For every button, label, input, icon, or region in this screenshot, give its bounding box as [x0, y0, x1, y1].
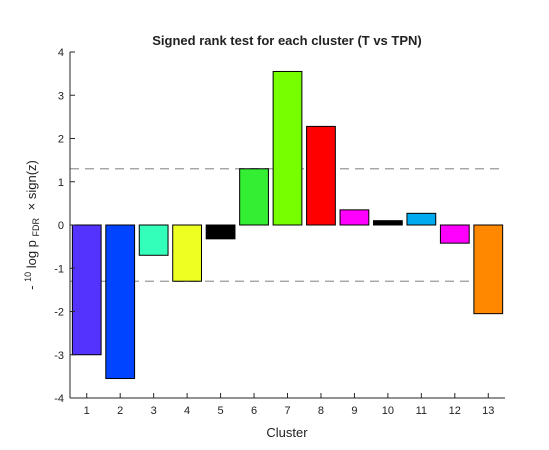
bar-cluster-7: [272, 70, 303, 226]
y-tick-label: 0: [58, 220, 64, 232]
x-axis-label: Cluster: [266, 425, 308, 440]
y-tick-label: -2: [54, 307, 64, 319]
bar-cluster-13: [473, 224, 504, 315]
y-axis-label-prefix: -: [24, 286, 39, 290]
y-tick-label: 2: [58, 134, 64, 146]
x-tick-label: 3: [151, 405, 157, 417]
bar-cluster-5: [205, 224, 236, 240]
x-tick-label: 10: [382, 405, 394, 417]
x-tick-label: 9: [351, 405, 357, 417]
x-tick-label: 8: [318, 405, 324, 417]
bar-cluster-3: [138, 224, 169, 256]
bar-cluster-10: [372, 220, 403, 226]
y-axis-label: - 10 log p FDR × sign(z): [19, 160, 42, 290]
x-tick-label: 5: [218, 405, 224, 417]
x-tick-label: 12: [449, 405, 461, 417]
x-tick-label: 11: [416, 405, 427, 417]
x-tick-label: 2: [117, 405, 123, 417]
bar-cluster-1: [71, 224, 102, 356]
y-tick-label: 4: [58, 47, 64, 59]
bar-cluster-6: [239, 168, 269, 226]
x-tick-label: 1: [84, 405, 90, 417]
x-tick-label: 13: [482, 405, 494, 417]
y-tick-label: -4: [54, 393, 64, 405]
y-tick-label: 3: [58, 90, 64, 102]
bar-cluster-4: [172, 224, 203, 282]
y-axis-label-sup: 10: [23, 272, 33, 282]
x-tick-label: 7: [284, 405, 290, 417]
y-axis-label-main: log p: [24, 240, 39, 268]
bar-cluster-11: [406, 212, 437, 226]
bar-cluster-8: [306, 125, 336, 226]
y-tick-label: 1: [58, 177, 64, 189]
bar-cluster-9: [339, 209, 370, 226]
y-tick-label: -3: [54, 350, 64, 362]
y-axis-label-suffix: × sign(z): [24, 160, 39, 210]
x-tick-label: 6: [251, 405, 257, 417]
bar-cluster-2: [105, 224, 136, 380]
chart-title: Signed rank test for each cluster (T vs …: [152, 33, 421, 48]
bar-cluster-12: [439, 224, 470, 244]
x-tick-label: 4: [184, 405, 190, 417]
y-axis-label-sub: FDR: [31, 217, 41, 236]
y-tick-label: -1: [54, 263, 64, 275]
